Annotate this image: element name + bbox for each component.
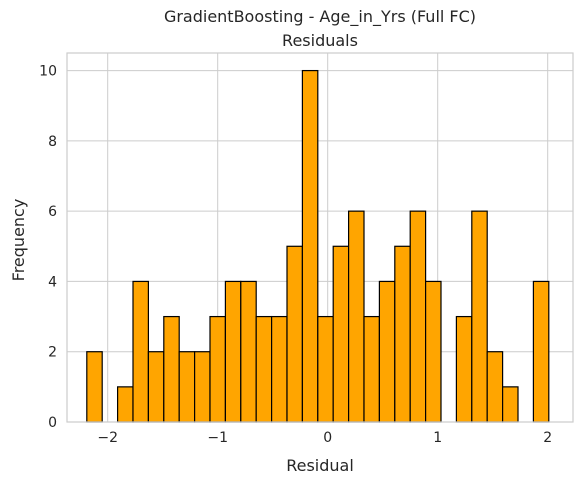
x-axis-label: Residual bbox=[286, 456, 354, 475]
histogram-bar-17 bbox=[348, 210, 365, 423]
histogram-bar-5 bbox=[163, 315, 180, 423]
x-tick-label-2: 0 bbox=[323, 430, 332, 446]
y-tick-label-1: 2 bbox=[48, 345, 57, 361]
x-tick-label-0: −2 bbox=[97, 430, 118, 446]
chart-title: GradientBoosting - Age_in_Yrs (Full FC) bbox=[164, 7, 476, 27]
histogram-bar-22 bbox=[425, 280, 442, 423]
histogram-bar-29 bbox=[532, 280, 550, 423]
y-axis-label: Frequency bbox=[9, 199, 28, 282]
y-tick-label-0: 0 bbox=[48, 415, 57, 431]
histogram-bar-20 bbox=[394, 245, 411, 423]
y-tick-label-5: 10 bbox=[39, 64, 57, 80]
histogram-bar-12 bbox=[271, 315, 288, 423]
histogram-bar-25 bbox=[471, 210, 488, 423]
histogram-bar-26 bbox=[486, 351, 504, 423]
histogram-bar-0 bbox=[86, 351, 103, 423]
plot-frame bbox=[66, 52, 574, 423]
plot-area: −2 −1 0 1 2 0 2 4 6 8 10 bbox=[39, 52, 574, 446]
histogram-bar-9 bbox=[224, 280, 242, 423]
histogram-bar-18 bbox=[363, 315, 380, 423]
histogram-bar-16 bbox=[332, 245, 350, 423]
histogram-bar-6 bbox=[178, 351, 196, 423]
histogram-bar-27 bbox=[502, 386, 519, 423]
histogram-bar-21 bbox=[409, 210, 427, 423]
x-tick-label-4: 2 bbox=[543, 430, 552, 446]
histogram-bar-4 bbox=[147, 351, 165, 423]
histogram-bar-2 bbox=[116, 386, 134, 423]
histogram-bar-10 bbox=[240, 280, 257, 423]
histogram-bar-7 bbox=[194, 351, 211, 423]
y-tick-label-3: 6 bbox=[48, 204, 57, 220]
histogram-bar-11 bbox=[255, 315, 273, 423]
y-tick-label-2: 4 bbox=[48, 274, 57, 290]
y-tick-label-4: 8 bbox=[48, 134, 57, 150]
x-tick-label-1: −1 bbox=[207, 430, 228, 446]
chart-subtitle: Residuals bbox=[282, 31, 358, 50]
histogram-bar-14 bbox=[301, 69, 319, 423]
histogram-bar-3 bbox=[132, 280, 149, 423]
histogram-bar-13 bbox=[286, 245, 303, 423]
histogram-bar-24 bbox=[455, 315, 473, 423]
histogram-bar-15 bbox=[317, 315, 334, 423]
histogram-bar-8 bbox=[209, 315, 226, 423]
x-tick-label-3: 1 bbox=[433, 430, 442, 446]
histogram-bar-19 bbox=[378, 280, 396, 423]
